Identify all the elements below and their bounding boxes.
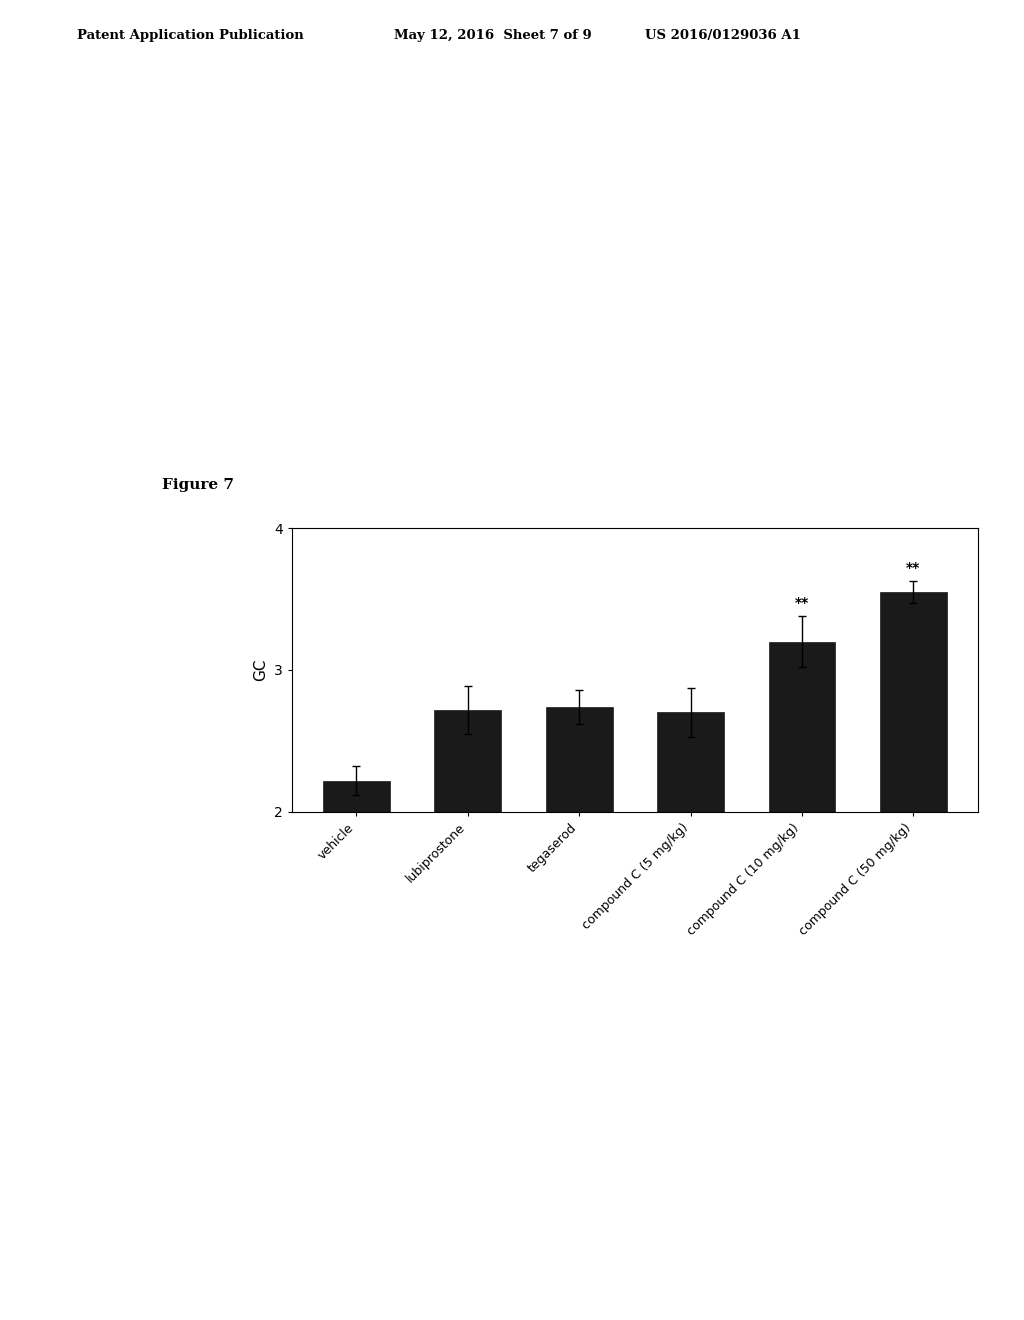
Bar <box>546 706 612 812</box>
Bar <box>769 642 836 812</box>
Bar <box>323 780 390 812</box>
Text: **: ** <box>906 561 921 574</box>
Bar <box>434 710 501 812</box>
Text: Figure 7: Figure 7 <box>162 478 233 492</box>
Text: Patent Application Publication: Patent Application Publication <box>77 29 303 42</box>
Text: US 2016/0129036 A1: US 2016/0129036 A1 <box>645 29 801 42</box>
Y-axis label: GC: GC <box>254 659 268 681</box>
Bar <box>657 713 724 812</box>
Text: **: ** <box>795 597 809 610</box>
Bar <box>880 591 947 812</box>
Text: May 12, 2016  Sheet 7 of 9: May 12, 2016 Sheet 7 of 9 <box>394 29 592 42</box>
